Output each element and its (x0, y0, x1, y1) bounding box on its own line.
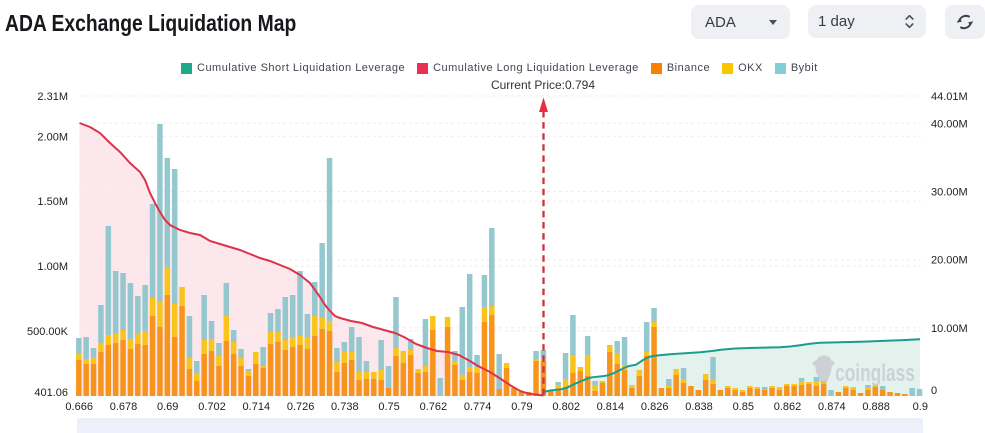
svg-text:40.00M: 40.00M (931, 118, 968, 130)
svg-text:coinglass: coinglass (835, 360, 915, 386)
svg-text:401.06: 401.06 (34, 387, 68, 399)
svg-text:0.702: 0.702 (198, 401, 226, 413)
svg-text:1.00M: 1.00M (37, 261, 68, 273)
svg-text:20.00M: 20.00M (931, 255, 968, 267)
svg-text:0.738: 0.738 (331, 401, 359, 413)
svg-text:0.874: 0.874 (818, 401, 846, 413)
svg-text:500.00K: 500.00K (27, 326, 69, 338)
svg-text:0.79: 0.79 (511, 401, 532, 413)
svg-text:0.75: 0.75 (378, 401, 399, 413)
svg-text:0.826: 0.826 (641, 401, 669, 413)
svg-text:44.01M: 44.01M (931, 91, 968, 103)
svg-text:0.888: 0.888 (862, 401, 890, 413)
svg-text:0.862: 0.862 (774, 401, 802, 413)
svg-text:30.00M: 30.00M (931, 187, 968, 199)
svg-text:0.726: 0.726 (287, 401, 315, 413)
svg-text:0.762: 0.762 (420, 401, 448, 413)
svg-text:0: 0 (931, 385, 937, 397)
svg-text:0.714: 0.714 (243, 401, 271, 413)
svg-text:0.814: 0.814 (597, 401, 625, 413)
svg-text:0.678: 0.678 (110, 401, 138, 413)
svg-text:2.00M: 2.00M (37, 131, 68, 143)
svg-text:0.69: 0.69 (157, 401, 178, 413)
svg-text:0.802: 0.802 (552, 401, 580, 413)
svg-text:0.666: 0.666 (65, 401, 93, 413)
svg-text:0.774: 0.774 (464, 401, 492, 413)
svg-text:2.31M: 2.31M (37, 91, 68, 103)
svg-text:0.838: 0.838 (685, 401, 713, 413)
svg-text:0.85: 0.85 (733, 401, 754, 413)
svg-text:10.00M: 10.00M (931, 323, 968, 335)
svg-text:1.50M: 1.50M (37, 196, 68, 208)
svg-text:0.9: 0.9 (913, 401, 928, 413)
